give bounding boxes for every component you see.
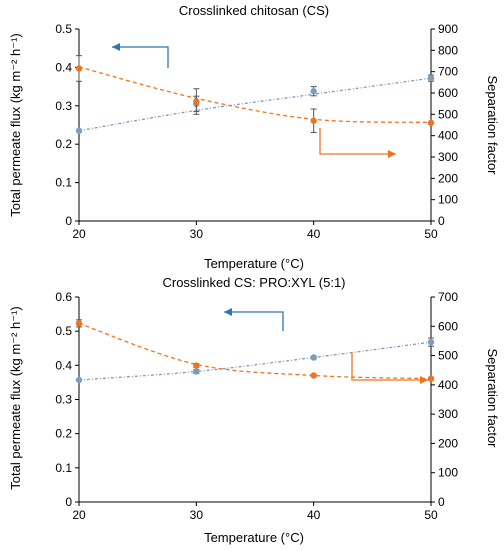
axis-indicator-arrow-right xyxy=(319,128,396,155)
chart-title: Crosslinked chitosan (CS) xyxy=(179,3,329,18)
y-tick-label-left: 0.4 xyxy=(55,358,72,372)
y-tick-label-right: 700 xyxy=(438,65,458,79)
data-point-right xyxy=(75,65,83,72)
y-tick-label-left: 0.3 xyxy=(55,99,72,113)
data-point-left xyxy=(310,354,317,361)
y-tick-label-left: 0.2 xyxy=(55,427,72,441)
x-tick-label: 20 xyxy=(72,227,86,241)
series-left-trend-line xyxy=(78,341,432,381)
y-axis-label-left: Total permeate flux (kg m⁻² h⁻¹) xyxy=(8,306,23,490)
x-tick-label: 30 xyxy=(190,508,204,522)
data-point-left xyxy=(310,88,317,95)
data-point-right xyxy=(310,372,317,379)
y-axis-label-right: Separation factor xyxy=(485,75,500,175)
data-point-left xyxy=(75,376,83,384)
y-tick-label-left: 0 xyxy=(65,214,72,228)
x-tick-label: 50 xyxy=(424,508,438,522)
axis-indicator-arrow-left xyxy=(224,311,284,331)
series-right-trend-line xyxy=(78,66,432,124)
data-point-left xyxy=(427,74,435,82)
y-tick-label-right: 300 xyxy=(438,407,458,421)
y-tick-label-right: 600 xyxy=(438,86,458,100)
y-tick-label-right: 600 xyxy=(438,319,458,333)
x-tick-label: 50 xyxy=(424,227,438,241)
chart-bottom: Crosslinked CS: PRO:XYL (5:1) Temperatur… xyxy=(8,275,500,545)
y-tick-label-right: 0 xyxy=(438,495,445,509)
y-tick-label-right: 200 xyxy=(438,436,458,450)
arrow-head-icon xyxy=(224,308,232,316)
y-tick-label-left: 0.1 xyxy=(55,176,72,190)
x-tick-label: 20 xyxy=(72,508,86,522)
y-tick-label-left: 0.2 xyxy=(55,137,72,151)
x-tick-label: 40 xyxy=(307,227,321,241)
x-tick-label: 30 xyxy=(190,227,204,241)
data-point-right xyxy=(193,98,200,105)
data-point-right xyxy=(193,362,200,369)
y-tick-label-right: 400 xyxy=(438,129,458,143)
y-tick-label-left: 0.3 xyxy=(55,393,72,407)
y-tick-label-right: 100 xyxy=(438,193,458,207)
data-point-left xyxy=(427,338,435,346)
axis-indicator-arrow-left xyxy=(112,46,169,68)
y-tick-label-right: 700 xyxy=(438,290,458,304)
arrow-head-icon xyxy=(420,376,428,384)
x-axis-label: Temperature (°C) xyxy=(204,256,304,271)
chart-top: Crosslinked chitosan (CS) Temperature (°… xyxy=(8,3,500,271)
data-point-left xyxy=(75,127,83,134)
y-tick-label-right: 500 xyxy=(438,107,458,121)
y-tick-label-right: 200 xyxy=(438,171,458,185)
y-tick-label-right: 300 xyxy=(438,150,458,164)
y-tick-label-left: 0.5 xyxy=(55,22,72,36)
y-tick-label-left: 0 xyxy=(65,495,72,509)
y-tick-label-left: 0.4 xyxy=(55,60,72,74)
series-right-trend-line xyxy=(78,322,432,380)
y-tick-label-left: 0.6 xyxy=(55,290,72,304)
y-tick-label-right: 800 xyxy=(438,43,458,57)
data-point-right xyxy=(427,119,435,127)
y-tick-label-right: 100 xyxy=(438,466,458,480)
y-tick-label-left: 0.1 xyxy=(55,461,72,475)
series-left-trend-line xyxy=(78,77,432,132)
y-tick-label-right: 400 xyxy=(438,378,458,392)
arrow-head-icon xyxy=(388,150,396,158)
data-point-right xyxy=(427,375,435,382)
y-axis-label-left: Total permeate flux (kg m⁻² h⁻¹) xyxy=(8,33,23,217)
x-axis-label: Temperature (°C) xyxy=(204,530,304,545)
chart-title: Crosslinked CS: PRO:XYL (5:1) xyxy=(162,275,345,290)
data-point-right xyxy=(310,117,317,124)
y-tick-label-left: 0.5 xyxy=(55,324,72,338)
y-tick-label-right: 0 xyxy=(438,214,445,228)
axis-indicator-arrow-right xyxy=(351,352,428,381)
arrow-head-icon xyxy=(112,43,120,51)
y-axis-label-right: Separation factor xyxy=(485,348,500,448)
y-tick-label-right: 900 xyxy=(438,22,458,36)
data-point-right xyxy=(75,320,83,327)
data-point-left xyxy=(193,368,200,375)
y-tick-label-right: 500 xyxy=(438,349,458,363)
x-tick-label: 40 xyxy=(307,508,321,522)
